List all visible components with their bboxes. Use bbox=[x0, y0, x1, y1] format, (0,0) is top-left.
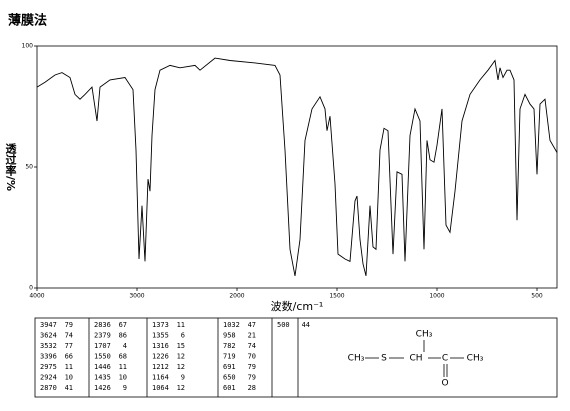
table-frame bbox=[34, 317, 558, 398]
peak-transmittance: 79 bbox=[65, 321, 73, 329]
peak-wavenumber: 2975 bbox=[40, 363, 57, 371]
structure-label: CH₃ bbox=[416, 330, 433, 340]
peak-transmittance: 9 bbox=[123, 384, 127, 392]
peak-transmittance: 4 bbox=[123, 342, 127, 350]
peak-transmittance: 12 bbox=[177, 384, 185, 392]
peak-wavenumber: 1550 bbox=[94, 353, 111, 361]
peak-transmittance: 47 bbox=[248, 321, 256, 329]
peak-transmittance: 79 bbox=[248, 374, 256, 382]
peak-wavenumber: 2870 bbox=[40, 384, 57, 392]
peak-wavenumber: 719 bbox=[223, 353, 236, 361]
x-tick-label: 1000 bbox=[429, 293, 444, 300]
peak-wavenumber: 1435 bbox=[94, 374, 111, 382]
peak-transmittance: 74 bbox=[248, 342, 256, 350]
peak-wavenumber: 782 bbox=[223, 342, 236, 350]
peak-transmittance: 9 bbox=[181, 374, 185, 382]
peak-wavenumber: 1032 bbox=[223, 321, 240, 329]
peak-wavenumber: 2924 bbox=[40, 374, 57, 382]
peak-transmittance: 67 bbox=[119, 321, 127, 329]
peak-transmittance: 21 bbox=[248, 332, 256, 340]
peak-wavenumber: 1446 bbox=[94, 363, 111, 371]
peak-wavenumber: 1316 bbox=[152, 342, 169, 350]
peak-transmittance: 74 bbox=[65, 332, 73, 340]
peak-transmittance: 66 bbox=[65, 353, 73, 361]
structure-label: CH bbox=[409, 354, 422, 364]
x-label: 波数/cm⁻¹ bbox=[271, 300, 324, 313]
peak-wavenumber: 1164 bbox=[152, 374, 169, 382]
structure-label: CH₃ bbox=[348, 354, 365, 364]
peak-wavenumber: 1707 bbox=[94, 342, 111, 350]
peak-transmittance: 10 bbox=[65, 374, 73, 382]
x-tick-label: 3000 bbox=[129, 293, 144, 300]
y-tick-label: 100 bbox=[22, 43, 34, 50]
structure-bonds bbox=[365, 340, 464, 377]
peak-transmittance: 10 bbox=[119, 374, 127, 382]
x-tick-label: 4000 bbox=[29, 293, 44, 300]
peak-wavenumber: 1226 bbox=[152, 353, 169, 361]
peak-transmittance: 11 bbox=[177, 321, 185, 329]
peak-wavenumber: 1373 bbox=[152, 321, 169, 329]
peak-transmittance: 15 bbox=[177, 342, 185, 350]
x-tick-label: 1500 bbox=[329, 293, 344, 300]
peak-wavenumber: 3624 bbox=[40, 332, 57, 340]
peak-transmittance: 70 bbox=[248, 353, 256, 361]
peak-wavenumber: 1064 bbox=[152, 384, 169, 392]
peak-transmittance: 11 bbox=[65, 363, 73, 371]
peak-transmittance: 28 bbox=[248, 384, 256, 392]
chart-title: 薄膜法 bbox=[8, 13, 47, 29]
peak-wavenumber: 691 bbox=[223, 363, 236, 371]
peak-transmittance: 6 bbox=[181, 332, 185, 340]
peak-wavenumber: 3947 bbox=[40, 321, 57, 329]
peak-transmittance: 79 bbox=[248, 363, 256, 371]
peak-wavenumber: 1426 bbox=[94, 384, 111, 392]
x-tick-label: 500 bbox=[531, 293, 543, 300]
structure-label: C bbox=[442, 354, 448, 364]
peak-wavenumber: 2836 bbox=[94, 321, 111, 329]
peak-wavenumber: 650 bbox=[223, 374, 236, 382]
peak-wavenumber: 958 bbox=[223, 332, 236, 340]
peak-wavenumber: 1212 bbox=[152, 363, 169, 371]
structure-label: O bbox=[441, 379, 448, 389]
peak-wavenumber: 2379 bbox=[94, 332, 111, 340]
peak-wavenumber: 1355 bbox=[152, 332, 169, 340]
spectrum-line bbox=[36, 57, 558, 277]
peak-transmittance: 44 bbox=[302, 321, 310, 329]
peak-transmittance: 11 bbox=[119, 363, 127, 371]
y-tick-label: 50 bbox=[25, 164, 33, 171]
peak-wavenumber: 601 bbox=[223, 384, 236, 392]
x-tick-label: 2000 bbox=[229, 293, 244, 300]
peak-wavenumber: 500 bbox=[277, 321, 290, 329]
peak-transmittance: 86 bbox=[119, 332, 127, 340]
y-tick-label: 0 bbox=[29, 285, 33, 292]
peak-wavenumber: 3396 bbox=[40, 353, 57, 361]
peak-transmittance: 12 bbox=[177, 353, 185, 361]
plot-frame bbox=[36, 45, 558, 289]
structure-label: CH₃ bbox=[467, 354, 484, 364]
peak-transmittance: 77 bbox=[65, 342, 73, 350]
peak-transmittance: 12 bbox=[177, 363, 185, 371]
table-dividers bbox=[88, 318, 299, 397]
y-label: 透过率/% bbox=[4, 143, 17, 191]
peak-wavenumber: 3532 bbox=[40, 342, 57, 350]
peak-transmittance: 41 bbox=[65, 384, 73, 392]
peak-transmittance: 68 bbox=[119, 353, 127, 361]
structure-label: S bbox=[381, 354, 387, 364]
